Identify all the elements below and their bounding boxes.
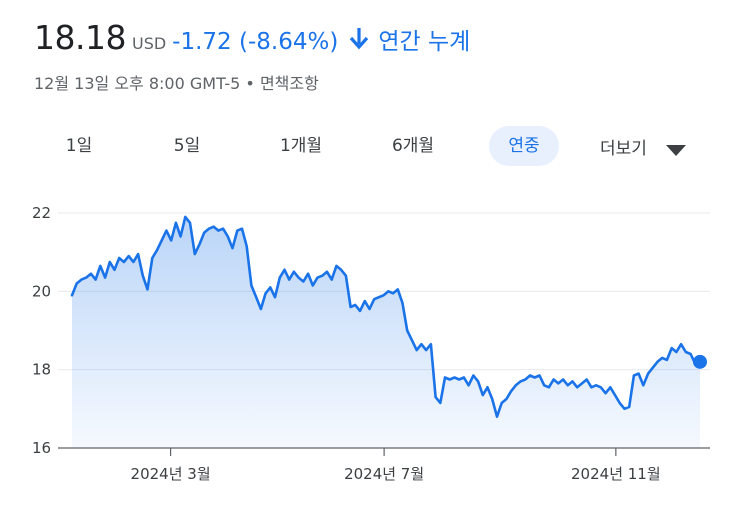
y-tick-label: 18	[32, 361, 51, 379]
tab-1-month[interactable]: 1개월	[279, 136, 323, 156]
more-button[interactable]: 더보기	[600, 126, 687, 166]
price-header: 18.18 USD -1.72 (-8.64%) 연간 누계	[34, 18, 470, 57]
x-tick-label: 2024년 3월	[131, 465, 211, 483]
current-price: 18.18	[34, 18, 126, 57]
timestamp-disclaimer: 12월 13일 오후 8:00 GMT-5 • 면책조항	[34, 74, 319, 93]
price-chart: 22 20 18 16 2024년 3월 2024년 7월 2024년 11월	[32, 204, 710, 483]
range-tabs: 1일 5일 1개월 6개월 연중 더보기	[0, 126, 743, 168]
tab-5-days[interactable]: 5일	[173, 136, 201, 156]
tab-ytd[interactable]: 연중	[489, 126, 559, 166]
more-label: 더보기	[600, 138, 647, 159]
y-tick-label: 16	[32, 439, 51, 457]
y-tick-label: 22	[32, 204, 51, 222]
x-tick-label: 2024년 7월	[344, 465, 424, 483]
tab-1-day[interactable]: 1일	[65, 136, 93, 156]
x-tick-label: 2024년 11월	[571, 465, 661, 483]
arrow-down-icon	[348, 26, 370, 50]
caret-down-icon	[665, 142, 687, 156]
price-area-fill	[72, 216, 700, 448]
currency-label: USD	[131, 34, 167, 53]
price-change: -1.72 (-8.64%)	[172, 29, 339, 55]
tab-6-months[interactable]: 6개월	[391, 136, 435, 156]
period-label: 연간 누계	[378, 29, 471, 55]
last-price-point	[693, 354, 707, 369]
price-line	[70, 215, 702, 418]
y-tick-label: 20	[32, 282, 51, 300]
